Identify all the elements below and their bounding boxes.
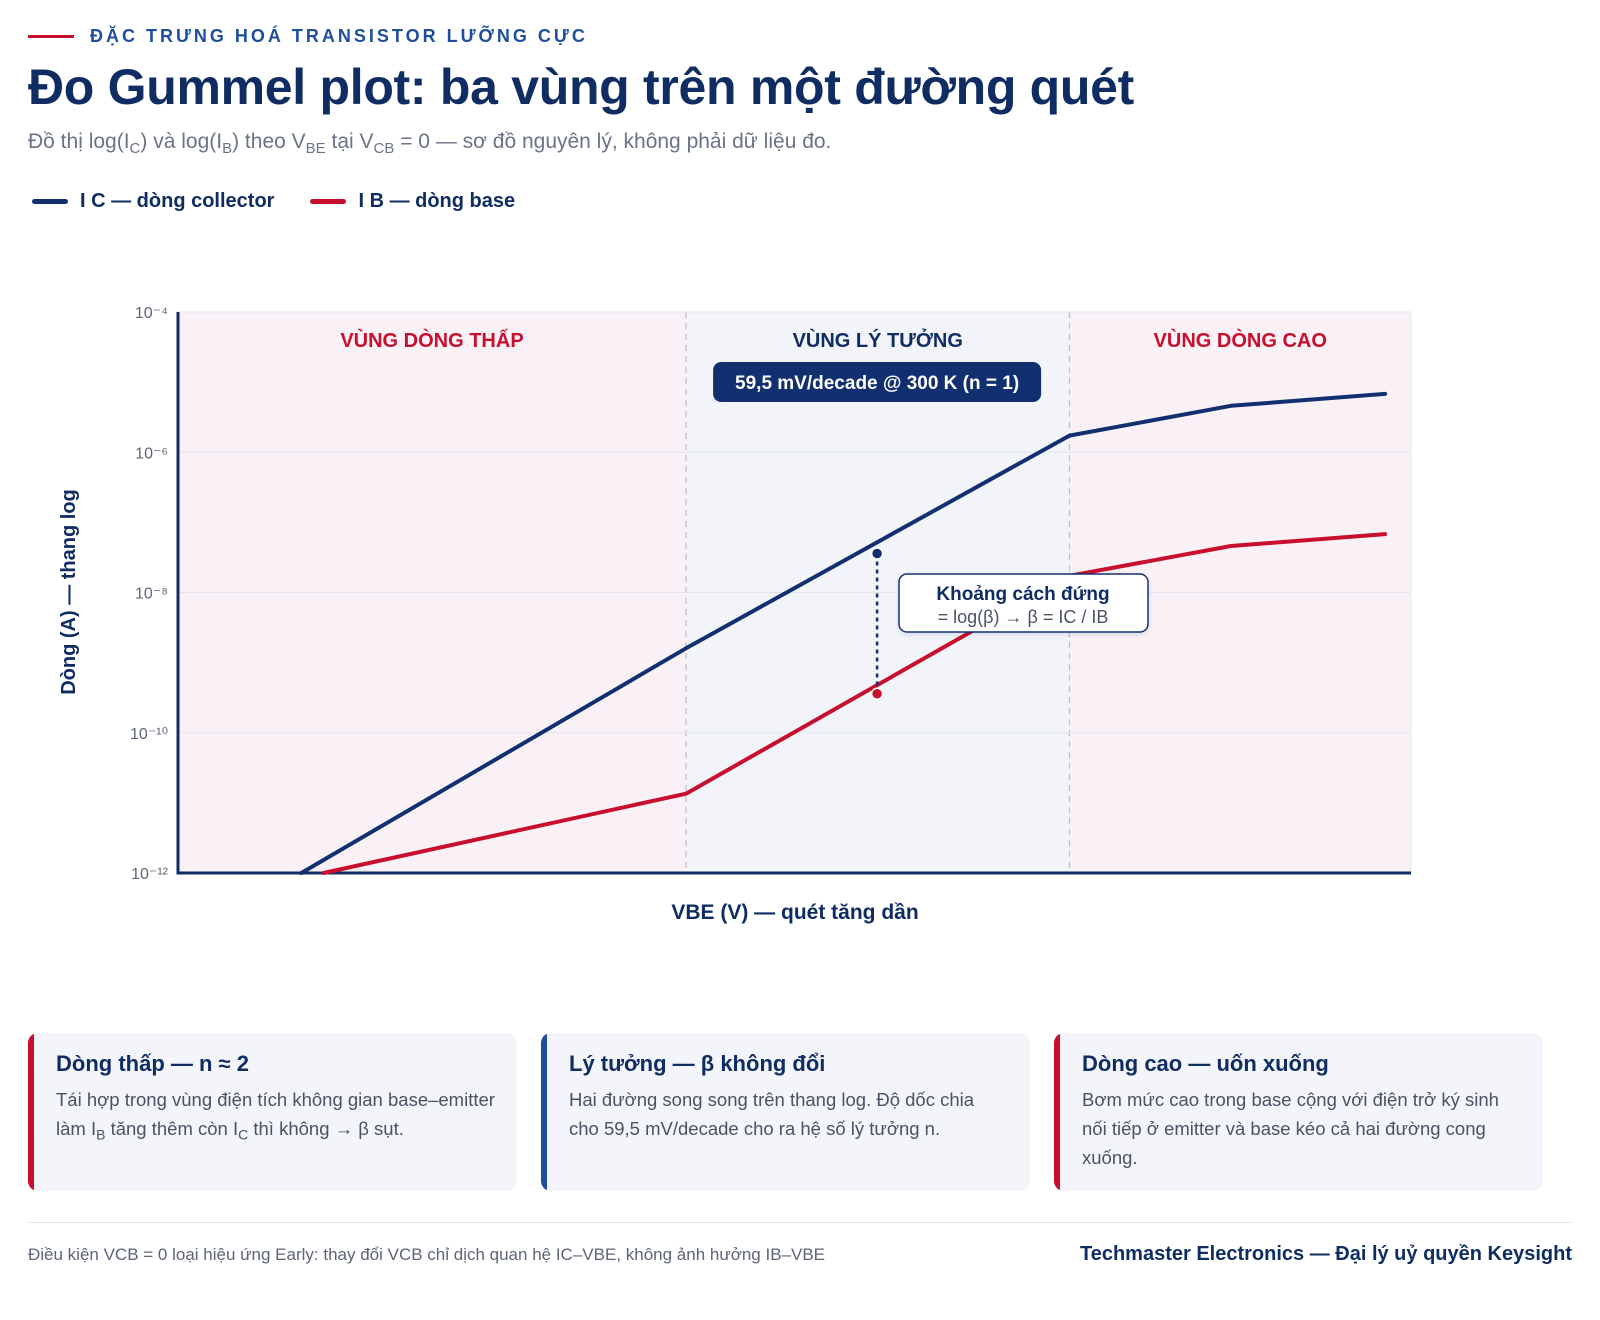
card-accent-bar [28, 1033, 34, 1191]
series-ic-line [299, 391, 1388, 875]
card-body: Hai đường song song trên thang log. Độ d… [569, 1089, 975, 1139]
page-title: Đo Gummel plot: ba vùng trên một đường q… [28, 59, 1135, 115]
ib-marker [870, 687, 884, 700]
page-subtitle: Đồ thị log(IC) và log(IB) theo VBE tại V… [28, 130, 832, 158]
region-label: VÙNG DÒNG THẤP [340, 328, 523, 352]
slope-badge-text: 59,5 mV/decade @ 300 K (n = 1) [735, 373, 1019, 394]
card-low-current: Dòng thấp — n ≈ 2 Tái hợp trong vùng điệ… [28, 1033, 517, 1191]
card-title: Lý tưởng — β không đổi [569, 1051, 826, 1076]
footer-note: Điều kiện VCB = 0 loại hiệu ứng Early: t… [28, 1245, 826, 1264]
y-axis-label: Dòng (A) — thang log [58, 489, 80, 695]
legend-swatch-ic [32, 199, 68, 204]
legend-item-ib: I B — dòng base [310, 190, 515, 213]
y-tick-label: 10⁻¹² [131, 866, 169, 883]
gap-callout-text: = log(β) → β = IC / IB [938, 607, 1109, 627]
card-high-current: Dòng cao — uốn xuống Bơm mức cao trong b… [1054, 1033, 1543, 1191]
card-body: Bơm mức cao trong base cộng với điện trở… [1082, 1089, 1499, 1168]
slope-badge [713, 362, 1042, 402]
region-cards: Dòng thấp — n ≈ 2 Tái hợp trong vùng điệ… [28, 1033, 1543, 1191]
gap-callout-title: Khoảng cách đứng [936, 584, 1109, 605]
footer-divider [28, 1222, 1572, 1223]
legend-label-ib: I B — dòng base [358, 190, 516, 212]
gummel-chart: VÙNG DÒNG THẤP VÙNG LÝ TƯỞNG VÙNG DÒNG CAO… [58, 305, 1412, 924]
legend-item-ic: I C — dòng collector [32, 190, 274, 213]
card-body: Tái hợp trong vùng điện tích không gian … [56, 1089, 495, 1143]
y-tick-label: 10⁻⁸ [135, 586, 168, 603]
chart-legend: I C — dòng collector I B — dòng base [32, 190, 515, 213]
footer-brand: Techmaster Electronics — Đại lý uỷ quyền… [1079, 1243, 1572, 1265]
y-tick-label: 10⁻⁶ [135, 445, 168, 462]
y-tick-label: 10⁻¹⁰ [130, 726, 168, 743]
card-title: Dòng thấp — n ≈ 2 [56, 1051, 249, 1076]
region-label: VÙNG DÒNG CAO [1154, 328, 1327, 352]
ic-marker [870, 547, 884, 560]
eyebrow: ĐẶC TRƯNG HOÁ TRANSISTOR LƯỠNG CỰC [28, 26, 588, 47]
x-axis-label: VBE (V) — quét tăng dần [671, 901, 918, 924]
legend-swatch-ib [310, 199, 347, 204]
legend-label-ic: I C — dòng collector [80, 190, 275, 212]
y-tick-label: 10⁻⁴ [135, 305, 168, 322]
card-title: Dòng cao — uốn xuống [1082, 1051, 1329, 1076]
region-label: VÙNG LÝ TƯỞNG [793, 328, 963, 352]
eyebrow-text: ĐẶC TRƯNG HOÁ TRANSISTOR LƯỠNG CỰC [90, 26, 588, 46]
gap-callout [898, 573, 1149, 633]
card-accent-bar [1054, 1033, 1060, 1191]
card-accent-bar [541, 1033, 547, 1191]
eyebrow-accent-line [28, 35, 74, 38]
card-ideal: Lý tưởng — β không đổi Hai đường song so… [541, 1033, 1030, 1191]
